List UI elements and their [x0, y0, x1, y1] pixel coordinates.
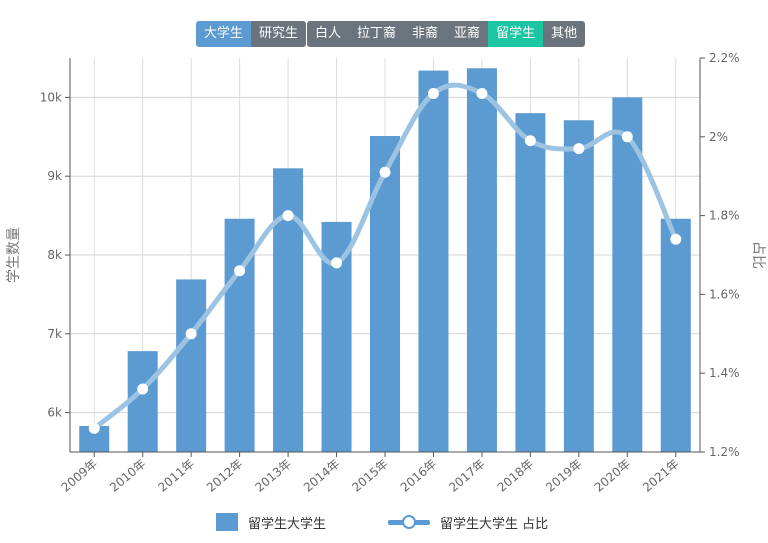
x-tick-label: 2013年	[252, 457, 294, 495]
y-tick-label: 6k	[47, 406, 62, 420]
race-toggle-group: 白人 拉丁裔 非裔 亚裔 留学生 其他	[307, 21, 586, 47]
level-button-graduate[interactable]: 研究生	[251, 21, 307, 47]
y2-tick-label: 1.4%	[709, 366, 740, 380]
ratio-point	[670, 233, 682, 245]
x-tick-label: 2015年	[349, 457, 391, 495]
bar	[612, 97, 643, 453]
bar	[370, 136, 400, 452]
race-button-white[interactable]: 白人	[307, 21, 350, 47]
bars-layer	[79, 68, 691, 453]
y2-tick-label: 1.2%	[709, 445, 740, 459]
ratio-point	[524, 135, 536, 147]
legend-line-swatch	[388, 513, 430, 531]
x-tick-label: 2017年	[446, 457, 488, 495]
race-button-other[interactable]: 其他	[543, 21, 586, 47]
y2-tick-label: 2.2%	[709, 51, 740, 65]
legend-bar-swatch	[216, 513, 238, 531]
line-layer	[88, 82, 682, 434]
ratio-point	[573, 143, 585, 155]
race-button-asian[interactable]: 亚裔	[446, 21, 489, 47]
y-tick-label: 9k	[47, 169, 62, 183]
ratio-point	[379, 166, 391, 178]
bar	[466, 68, 497, 452]
x-tick-label: 2020年	[592, 457, 634, 495]
x-tick-label: 2016年	[398, 457, 440, 495]
y2-tick-label: 1.6%	[709, 287, 740, 301]
legend-item-bar[interactable]: 留学生大学生	[216, 510, 326, 534]
ratio-point	[137, 383, 149, 395]
ratio-point	[331, 257, 343, 269]
bar	[176, 279, 207, 452]
x-tick-label: 2018年	[495, 457, 537, 495]
level-toggle-group: 大学生 研究生	[196, 21, 307, 47]
bar	[563, 120, 594, 452]
x-tick-label: 2014年	[301, 457, 343, 495]
ratio-point	[621, 131, 633, 143]
y2-tick-label: 2%	[709, 130, 728, 144]
bar	[127, 351, 158, 452]
race-button-african[interactable]: 非裔	[404, 21, 447, 47]
ratio-point	[88, 422, 100, 434]
x-tick-label: 2010年	[107, 457, 149, 495]
x-tick-label: 2012年	[204, 457, 246, 495]
legend-bar-label: 留学生大学生	[248, 516, 327, 532]
bar	[660, 218, 691, 452]
x-tick-label: 2019年	[543, 457, 585, 495]
legend-line-label: 留学生大学生 占比	[440, 516, 549, 532]
y-tick-label: 10k	[40, 90, 62, 104]
y-axis-title: 学生数量	[6, 227, 22, 283]
ratio-point	[282, 210, 294, 222]
y-tick-label: 8k	[47, 248, 62, 262]
y2-tick-label: 1.8%	[709, 209, 740, 223]
ratio-point	[185, 328, 197, 340]
ratio-point	[427, 87, 439, 99]
bar	[418, 70, 449, 452]
bar	[515, 113, 546, 452]
y-tick-label: 7k	[47, 327, 62, 341]
x-tick-label: 2009年	[59, 457, 101, 495]
x-tick-label: 2011年	[155, 457, 197, 495]
legend-item-line[interactable]: 留学生大学生 占比	[388, 510, 548, 534]
y2-axis-title: 占比	[750, 241, 766, 269]
race-button-international[interactable]: 留学生	[488, 21, 544, 47]
race-button-hispanic[interactable]: 拉丁裔	[349, 21, 405, 47]
x-tick-label: 2021年	[640, 457, 682, 495]
level-button-undergraduate[interactable]: 大学生	[196, 21, 252, 47]
ratio-point	[234, 265, 246, 277]
ratio-point	[476, 87, 488, 99]
